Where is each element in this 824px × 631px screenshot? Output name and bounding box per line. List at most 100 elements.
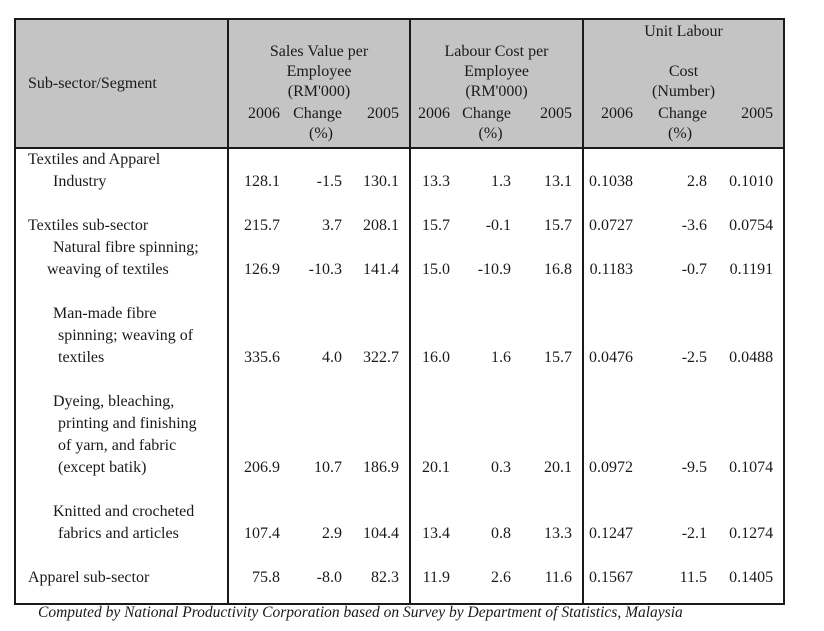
value-cell: -2.1 [681,525,708,542]
group-title-line: (Number) [652,83,716,100]
value-cell: 0.1074 [729,459,774,476]
value-cell: 1.6 [491,349,512,366]
value-cell: 107.4 [227,501,290,545]
group-header-sales: Sales Value per Employee (RM'000) [226,19,411,103]
segment-header-cell: Sub-sector/Segment [15,19,228,148]
value-cell: 11.6 [544,569,573,586]
segment-line: textiles [58,349,105,366]
value-cell: 2.6 [491,569,512,586]
col-header-2006: 2006 [227,103,290,125]
value-cell: 3.7 [322,217,342,234]
value-cell: 4.0 [322,349,342,366]
segment-line: of yarn, and fabric [58,437,177,454]
segment-line: Textiles sub-sector [28,217,149,234]
value-cell: 13.1 [544,173,573,190]
group-title-line: (RM'000) [465,83,528,100]
value-cell: 15.7 [544,217,573,234]
percent-label: (%) [290,125,352,148]
col-header-change: Change [290,103,352,125]
value-cell: 10.7 [314,459,342,476]
header-years-row: 2006 Change 2005 2006 Change 2005 2006 C… [15,103,785,125]
value-cell: 11.5 [679,569,708,586]
source-footnote: Computed by National Productivity Corpor… [38,604,683,621]
value-cell: 20.1 [544,459,573,476]
value-cell: 130.1 [363,173,400,190]
value-cell: -10.9 [477,261,512,278]
percent-label: (%) [460,125,522,148]
value-cell: 206.9 [227,391,290,479]
value-cell: 0.1274 [729,525,774,542]
value-cell: 13.3 [409,148,461,193]
percent-label: (%) [643,125,718,148]
segment-line: Dyeing, bleaching, [53,393,175,410]
productivity-table: Sub-sector/Segment Sales Value per Emplo… [14,18,786,605]
value-cell: 0.1038 [582,148,644,193]
segment-line: fabrics and articles [58,525,179,542]
group-title-line: Employee [286,63,352,80]
segment-line: Knitted and crocheted [53,503,195,520]
value-cell: 0.1010 [729,173,774,190]
value-cell: 2.8 [687,173,708,190]
value-cell: -0.7 [681,261,708,278]
value-cell: 0.1183 [582,237,644,281]
value-cell: -9.5 [681,459,708,476]
segment-cell: Man-made fibre spinning; weaving of text… [15,303,228,369]
group-header-unit: Unit Labour Cost (Number) [582,19,785,103]
value-cell: 82.3 [371,569,400,586]
table-row-textiles-subsector: Textiles sub-sector 215.7 3.7 208.1 15.7… [15,215,784,237]
segment-header-label: Sub-sector/Segment [28,74,157,92]
empty-header-cell [352,125,411,148]
segment-line: (except batik) [58,459,147,476]
value-cell: -10.3 [308,261,342,278]
value-cell: 20.1 [409,391,461,479]
value-cell: 335.6 [227,303,290,369]
table-row-apparel-subsector: Apparel sub-sector 75.8 -8.0 82.3 11.9 2… [15,567,784,589]
value-cell: 15.7 [544,349,573,366]
spacer-row [15,589,785,604]
value-cell: 0.1247 [582,501,644,545]
value-cell: 16.0 [409,303,461,369]
segment-line: printing and finishing [58,415,197,432]
spacer-row [15,193,785,215]
value-cell: 15.7 [409,215,461,237]
segment-line: Man-made fibre [53,305,157,322]
value-cell: 322.7 [363,349,400,366]
value-cell: 128.1 [227,148,290,193]
value-cell: 186.9 [363,459,400,476]
value-cell: 1.3 [491,173,512,190]
table-row-textiles-apparel-industry: Textiles and Apparel Industry 128.1 -1.5… [15,148,784,193]
value-cell: -3.6 [681,217,708,234]
value-cell: 0.1567 [582,567,644,589]
segment-cell: Textiles and Apparel Industry [15,148,228,193]
col-header-2005: 2005 [352,103,411,125]
value-cell: -8.0 [316,569,342,586]
group-title-line: Cost [668,63,699,80]
value-cell: 0.0476 [582,303,644,369]
value-cell: -0.1 [485,217,512,234]
table-row-knitted-crocheted: Knitted and crocheted fabrics and articl… [15,501,784,545]
header-title-row: Sub-sector/Segment Sales Value per Emplo… [15,19,785,148]
segment-line: Textiles and Apparel [28,151,161,168]
value-cell: 141.4 [363,261,400,278]
empty-header-cell [521,125,584,148]
spacer-row [15,369,785,391]
segment-cell: Dyeing, bleaching, printing and finishin… [15,391,228,479]
group-header-labour: Labour Cost per Employee (RM'000) [409,19,584,103]
segment-cell: Knitted and crocheted fabrics and articl… [15,501,228,545]
header-percent-row: (%) (%) (%) [15,125,785,148]
table-row-man-made-fibre: Man-made fibre spinning; weaving of text… [15,303,784,369]
value-cell: 75.8 [227,567,290,589]
value-cell: 0.1405 [729,569,774,586]
segment-line: Industry [53,173,107,190]
col-header-change: Change [460,103,522,125]
group-title-line: Sales Value per [269,43,369,60]
value-cell: 0.0488 [729,349,774,366]
value-cell: 13.3 [544,525,573,542]
value-cell: 11.9 [409,567,461,589]
col-header-2006: 2006 [582,103,644,125]
group-title-line: Unit Labour [644,23,723,40]
segment-cell: Textiles sub-sector [15,215,228,237]
value-cell: 15.0 [409,237,461,281]
col-header-2005: 2005 [717,103,785,125]
empty-header-cell [717,125,785,148]
